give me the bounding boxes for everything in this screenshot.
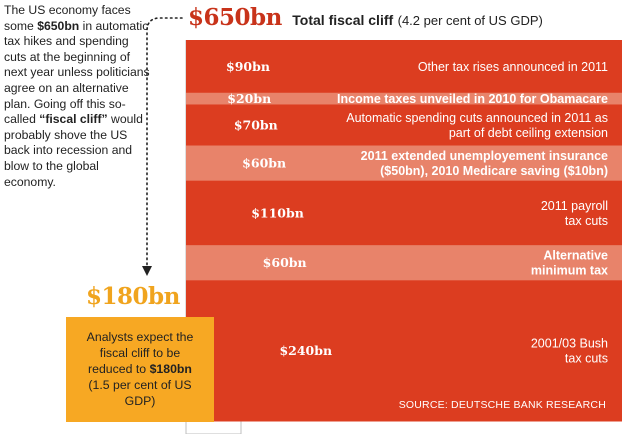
segment-desc-4-0: 2011 payroll [541, 199, 608, 213]
total-note: (4.2 per cent of US GDP) [397, 13, 543, 28]
segment-desc-3-0: 2011 extended unemployement insurance [361, 149, 608, 163]
segment-bar-4 [186, 180, 622, 246]
segment-amount-3: $60bn [242, 156, 286, 171]
total-label: Total fiscal cliff [292, 12, 394, 28]
segment-amount-5: $60bn [263, 255, 307, 270]
segment-amount-0: $90bn [226, 59, 270, 74]
segment-desc-6-1: tax cuts [565, 352, 608, 366]
segment-bar-0 [186, 40, 622, 94]
intro-amount: $650bn [37, 18, 80, 33]
segment-amount-6: $240bn [279, 343, 332, 358]
reduced-text-bold: $180bn [149, 362, 192, 376]
segment-desc-2-0: Automatic spending cuts announced in 201… [346, 111, 608, 125]
segment-bar-1 [186, 92, 622, 105]
segment-bar-6 [186, 280, 622, 422]
segment-bar-5 [186, 245, 622, 281]
reduced-text-2: (1.5 per cent of US GDP) [88, 378, 192, 408]
segment-desc-5-1: minimum tax [531, 264, 608, 278]
intro-part2: in automatic tax hikes and spending cuts… [4, 18, 150, 127]
segment-desc-2-1: part of debt ceiling extension [449, 126, 608, 140]
segment-bar-2 [186, 104, 622, 147]
segment-bar-3 [186, 145, 622, 182]
intro-text: The US economy faces some $650bn in auto… [4, 3, 154, 190]
segment-desc-6-0: 2001/03 Bush [531, 337, 608, 351]
reduced-text-1: Analysts expect the fiscal cliff to be r… [86, 330, 194, 376]
total-amount: $650bn [188, 4, 282, 31]
segments-group: $90bn Other tax rises announced in 2011 $2… [186, 40, 622, 422]
intro-part1: The US economy faces some [4, 3, 131, 33]
segment-amount-2: $70bn [234, 117, 278, 132]
segment-amount-1: $20bn [227, 91, 271, 106]
segment-desc-3-1: ($50bn), 2010 Medicare saving ($10bn) [380, 164, 608, 178]
total-header: $650bn Total fiscal cliff (4.2 per cent … [188, 4, 543, 31]
segment-desc-5-0: Alternative [543, 249, 608, 263]
segment-desc-1-0: Income taxes unveiled in 2010 for Obamac… [337, 92, 608, 106]
source-note: SOURCE: DEUTSCHE BANK RESEARCH [399, 399, 606, 411]
reduced-box: Analysts expect the fiscal cliff to be r… [66, 317, 214, 422]
intro-part3: would probably shove the US back into re… [4, 112, 143, 189]
segment-amount-4: $110bn [251, 205, 304, 220]
intro-term: “fiscal cliff” [39, 112, 108, 127]
segment-desc-4-1: tax cuts [565, 214, 608, 228]
reduced-amount: $180bn [86, 283, 180, 310]
connector-line [142, 17, 183, 276]
segment-desc-0-0: Other tax rises announced in 2011 [418, 60, 608, 74]
